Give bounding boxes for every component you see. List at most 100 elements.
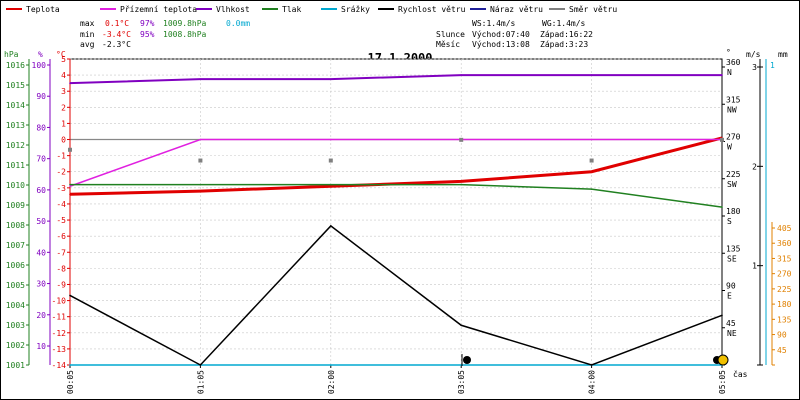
x-tick-label: 02:00 [327, 370, 336, 394]
plot-frame [69, 58, 723, 366]
unit-mm: mm [778, 50, 788, 59]
tick-label: 90 [777, 331, 787, 340]
tick-label: 70 [36, 155, 46, 164]
tick-label: 1007 [6, 241, 25, 250]
tick-label: 1011 [6, 161, 25, 170]
moon-rise: Východ:13:08 [472, 40, 530, 49]
astro-block: WS:1.4m/s WG:1.4m/s Slunce Východ:07:40 … [436, 19, 593, 49]
plot-area: 1016101510141013101210111010100910081007… [6, 55, 792, 394]
data-point [69, 82, 71, 84]
wind-dir-point [720, 137, 724, 142]
stats-avg-temp: -2.3°C [102, 40, 131, 49]
series-line [69, 224, 723, 366]
tick-label: 1004 [6, 301, 25, 310]
dir-label: NW [727, 105, 737, 114]
dir-label: N [727, 68, 732, 77]
legend-label: Tlak [282, 5, 301, 14]
tick-label: 135 [726, 244, 741, 253]
sun-icon [717, 354, 729, 366]
tick-label: -3 [56, 184, 66, 193]
wind-speed-axis: 3 2 1 [752, 59, 763, 366]
data-point [330, 78, 332, 80]
tick-label: 45 [726, 319, 736, 328]
data-point [69, 193, 71, 196]
rain-axis: 1 [765, 59, 775, 365]
tick-label: -8 [56, 264, 66, 273]
moon-icon [463, 356, 471, 364]
moon-label: Měsíc [436, 40, 460, 49]
temp-axis: 5 4 3 2 1 0 -1 -2 -3 -4 -5 -6 -7 -8 -9 -10 -11 -12 -13 -14 [52, 55, 71, 370]
tick-label: 2 [752, 162, 757, 171]
tick-label: 1008 [6, 221, 25, 230]
data-point [460, 180, 463, 183]
wind-dir-point [589, 158, 594, 163]
legend-label: Směr větru [569, 5, 617, 14]
series-směr-větru [68, 137, 724, 163]
unit-ms: m/s [746, 50, 761, 59]
humidity-axis: 100 90 80 70 60 50 40 30 20 10 [32, 59, 51, 365]
tick-label: 1003 [6, 321, 25, 330]
data-point [69, 364, 71, 366]
tick-label: -9 [56, 280, 66, 289]
tick-label: 3 [61, 87, 66, 96]
data-point [460, 74, 463, 76]
data-point [199, 183, 202, 186]
series-srážky [69, 364, 723, 366]
tick-label: 1009 [6, 201, 25, 210]
tick-label: 1 [770, 61, 775, 70]
tick-label: 1 [752, 262, 757, 271]
tick-label: 45 [777, 346, 787, 355]
tick-label: 225 [777, 285, 792, 294]
tick-label: 5 [61, 55, 66, 64]
data-point [721, 74, 723, 76]
tick-label: 405 [777, 224, 792, 233]
tick-label: 1014 [6, 101, 25, 110]
unit-time: čas [733, 369, 748, 379]
legend-label: Náraz větru [490, 5, 543, 14]
wind-dir-point [459, 137, 464, 142]
stats-max-temp: 0.1°C [105, 19, 129, 28]
tick-label: 1015 [6, 81, 25, 90]
tick-label: -11 [52, 313, 67, 322]
dir-label: W [727, 143, 732, 152]
tick-label: 1001 [6, 361, 25, 370]
legend-label: Vlhkost [216, 5, 250, 14]
tick-label: 50 [36, 217, 46, 226]
data-point [330, 225, 332, 227]
series-vlhkost [69, 74, 723, 85]
tick-label: 315 [726, 95, 741, 104]
dir-label: NE [727, 329, 737, 338]
data-point [199, 78, 202, 80]
series-line [69, 136, 723, 196]
tick-label: 40 [36, 248, 46, 257]
x-tick-label: 05:05 [718, 370, 727, 394]
tick-label: 1002 [6, 341, 25, 350]
data-point [330, 364, 332, 366]
tick-label: 180 [777, 300, 792, 309]
x-tick-label: 01:05 [196, 370, 205, 394]
tick-label: -5 [56, 216, 66, 225]
dir-label: SE [727, 254, 737, 263]
data-point [69, 185, 71, 188]
tick-label: -10 [52, 297, 67, 306]
tick-label: 20 [36, 311, 46, 320]
data-point [590, 138, 593, 141]
tick-label: 2 [61, 103, 66, 112]
tick-label: 0 [61, 136, 66, 145]
unit-temp: °C [56, 50, 66, 59]
legend-label: Rychlost větru [398, 5, 466, 14]
sun-rise: Východ:07:40 [472, 30, 530, 39]
tick-label: 360 [726, 58, 741, 67]
series-tlak [69, 183, 723, 208]
stats-min-temp: -3.4°C [102, 30, 131, 39]
tick-label: 100 [32, 61, 47, 70]
stats-min-press: 1008.8hPa [163, 30, 207, 39]
tick-label: 10 [36, 342, 46, 351]
dir-label: SW [727, 180, 737, 189]
data-point [330, 185, 332, 188]
tick-label: -7 [56, 248, 66, 257]
tick-label: 270 [726, 133, 741, 142]
tick-label: -13 [52, 345, 67, 354]
data-point [69, 183, 71, 186]
